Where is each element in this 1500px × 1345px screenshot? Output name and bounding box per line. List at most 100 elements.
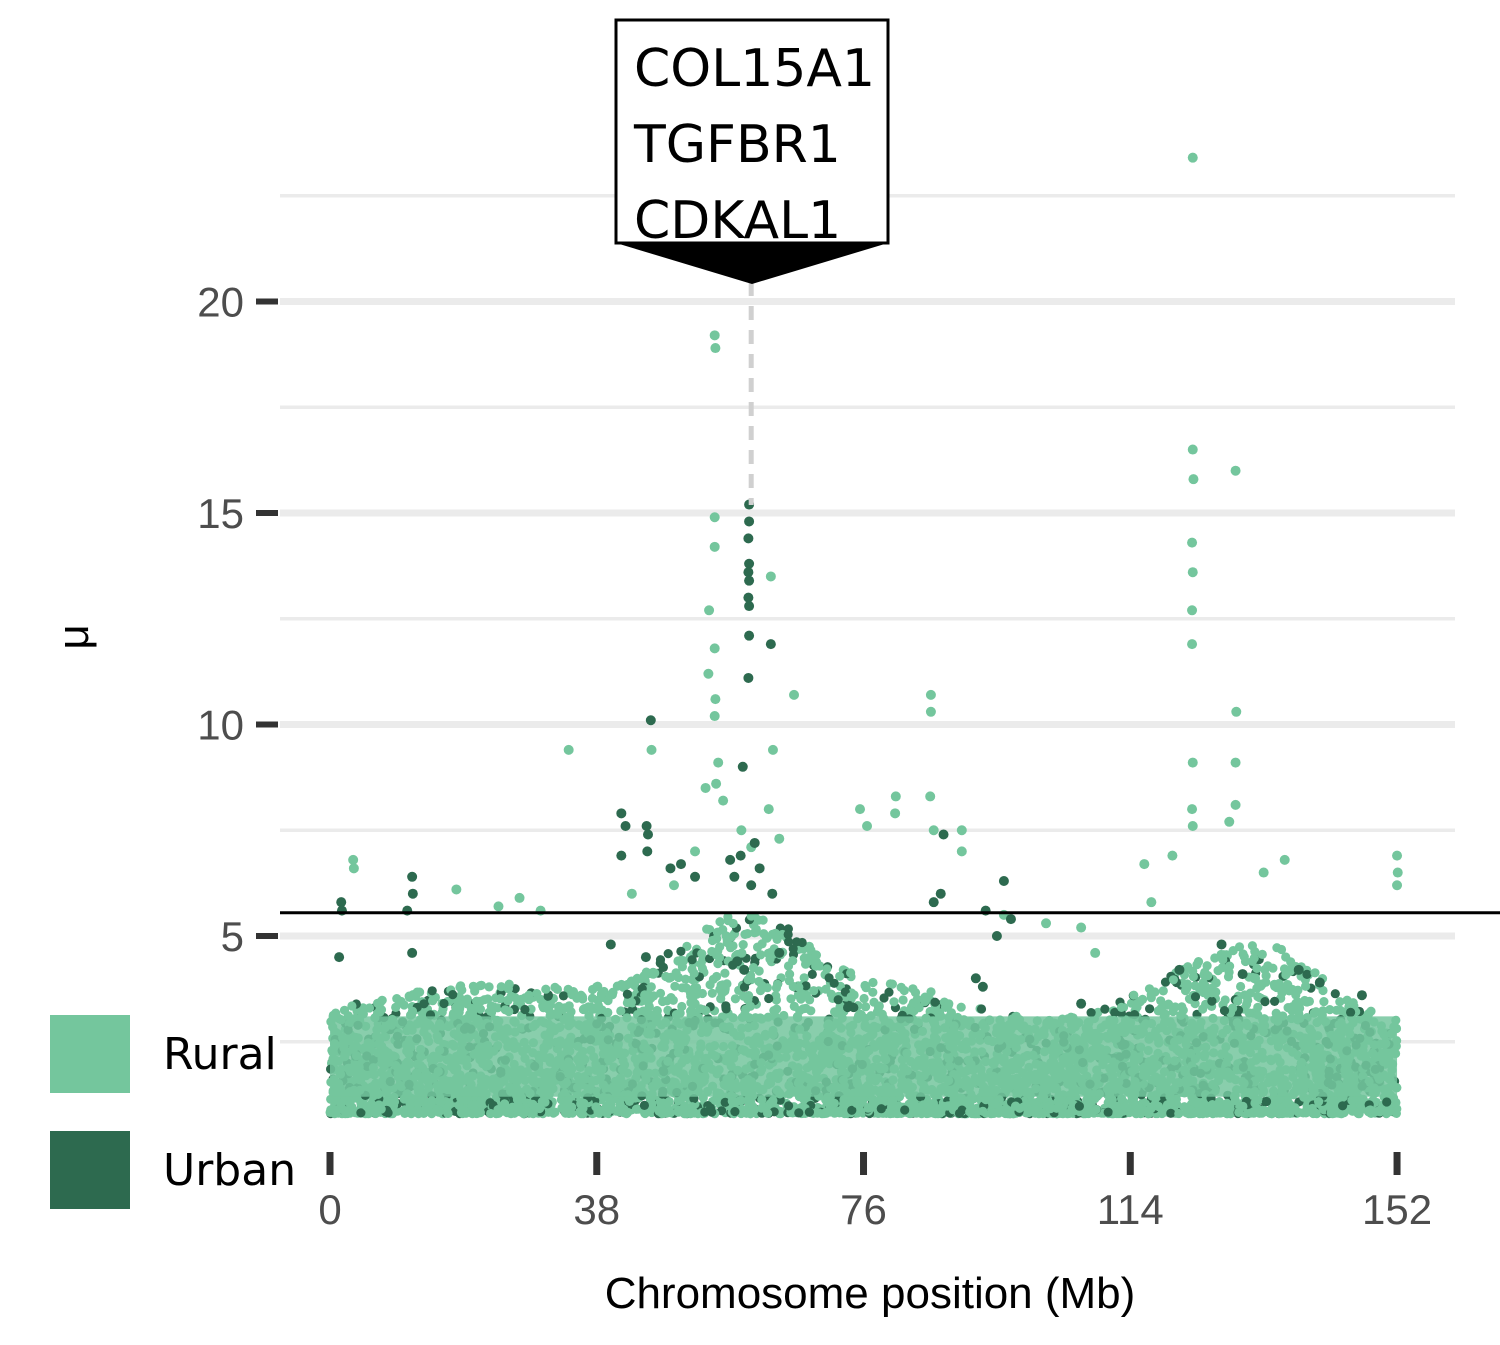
point-rural xyxy=(713,757,724,768)
y-tick-label: 20 xyxy=(197,279,244,326)
point-urban xyxy=(1076,998,1087,1009)
point-rural xyxy=(765,571,776,582)
legend-swatch-rural xyxy=(50,1015,130,1093)
point-rural xyxy=(711,778,722,789)
point-urban xyxy=(739,964,750,975)
point-rural xyxy=(767,744,778,755)
dense-band xyxy=(330,1016,1398,1097)
grid-lines xyxy=(280,194,1455,1044)
point-rural xyxy=(646,744,657,755)
x-tick-label: 38 xyxy=(573,1186,620,1233)
point-urban xyxy=(998,876,1009,887)
y-tick-label: 10 xyxy=(197,702,244,749)
point-rural xyxy=(493,901,504,912)
point-urban xyxy=(665,863,676,874)
point-urban xyxy=(407,888,418,899)
point-urban xyxy=(746,880,757,891)
point-urban xyxy=(735,850,746,861)
dense-point-cloud xyxy=(325,911,1402,1119)
point-rural xyxy=(626,888,637,899)
point-urban xyxy=(642,846,653,857)
point-urban xyxy=(407,871,418,882)
point-urban xyxy=(737,761,748,772)
point-urban xyxy=(1237,969,1248,980)
point-rural xyxy=(709,541,720,552)
point-rural xyxy=(928,825,939,836)
point-rural xyxy=(704,605,715,616)
point-urban xyxy=(620,821,631,832)
point-rural xyxy=(718,795,729,806)
point-rural xyxy=(710,343,721,354)
point-urban xyxy=(407,947,418,958)
point-urban xyxy=(1356,990,1367,1001)
point-urban xyxy=(690,871,701,882)
point-rural xyxy=(451,884,462,895)
point-rural xyxy=(736,825,747,836)
x-axis-title: Chromosome position (Mb) xyxy=(605,1269,1136,1318)
point-rural xyxy=(1258,867,1269,878)
point-rural xyxy=(890,808,901,819)
gene-label: CDKAL1 xyxy=(634,191,841,251)
point-rural xyxy=(1090,947,1101,958)
x-tick-label: 152 xyxy=(1362,1186,1432,1233)
point-urban xyxy=(643,829,654,840)
point-rural xyxy=(348,863,359,874)
legend-label-urban: Urban xyxy=(163,1145,296,1196)
point-urban xyxy=(334,952,345,963)
point-rural xyxy=(709,512,720,523)
point-rural xyxy=(763,804,774,815)
point-rural xyxy=(1041,918,1052,929)
point-urban xyxy=(725,854,736,865)
point-urban xyxy=(1174,964,1185,975)
legend: Rural Urban xyxy=(50,1015,296,1209)
y-tick-label: 5 xyxy=(221,913,244,960)
gene-annotation: COL15A1 TGFBR1 CDKAL1 xyxy=(614,18,890,505)
point-rural xyxy=(956,846,967,857)
point-rural xyxy=(703,668,714,679)
point-rural xyxy=(789,689,800,700)
point-rural xyxy=(1187,757,1198,768)
point-urban xyxy=(732,956,743,967)
point-urban xyxy=(743,592,754,603)
point-urban xyxy=(744,558,755,569)
gene-label: COL15A1 xyxy=(634,39,875,99)
point-urban xyxy=(1216,939,1227,950)
x-tick-label: 114 xyxy=(1097,1186,1164,1233)
point-urban xyxy=(938,829,949,840)
point-rural xyxy=(1187,821,1198,832)
data-points xyxy=(334,152,1403,1009)
point-urban xyxy=(743,533,754,544)
point-urban xyxy=(1293,964,1304,975)
point-urban xyxy=(336,897,347,908)
point-rural xyxy=(690,846,701,857)
annotation-arrow xyxy=(616,243,888,284)
point-urban xyxy=(928,897,939,908)
point-rural xyxy=(563,744,574,755)
point-urban xyxy=(641,821,652,832)
point-urban xyxy=(744,516,755,527)
point-rural xyxy=(1187,605,1198,616)
point-rural xyxy=(1139,859,1150,870)
point-rural xyxy=(1167,850,1178,861)
point-rural xyxy=(710,694,721,705)
point-urban xyxy=(1314,977,1325,988)
axes: 5 10 15 20 0 38 76 114 152 xyxy=(197,279,1432,1234)
point-rural xyxy=(1392,867,1403,878)
point-urban xyxy=(640,952,651,963)
point-rural xyxy=(1076,922,1087,933)
point-urban xyxy=(765,639,776,650)
point-rural xyxy=(1279,854,1290,865)
point-rural xyxy=(1187,152,1198,163)
point-rural xyxy=(1392,880,1403,891)
point-urban xyxy=(616,850,627,861)
point-rural xyxy=(348,854,359,865)
point-urban xyxy=(605,939,616,950)
point-urban xyxy=(676,859,686,870)
point-urban xyxy=(743,672,754,683)
point-urban xyxy=(645,715,656,726)
point-rural xyxy=(1392,850,1403,861)
point-rural xyxy=(668,880,679,891)
point-rural xyxy=(1230,757,1241,768)
point-rural xyxy=(1187,444,1198,455)
